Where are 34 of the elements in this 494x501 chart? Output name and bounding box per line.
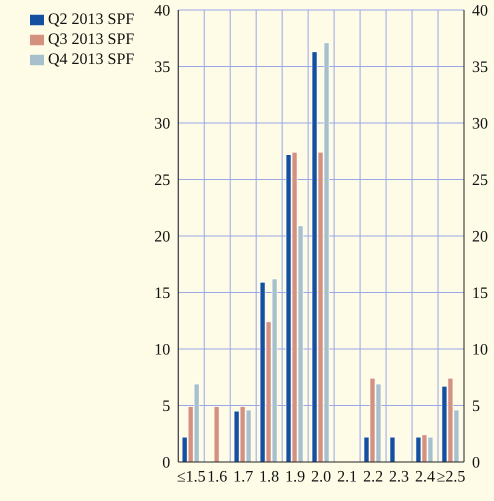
y-tick-label: 35 bbox=[154, 59, 170, 76]
x-tick-label: ≥2.5 bbox=[436, 468, 466, 486]
y-tick-label: 0 bbox=[162, 454, 170, 472]
y2-tick-label: 25 bbox=[472, 172, 488, 190]
x-tick-label: 1.9 bbox=[285, 468, 306, 486]
legend-label: Q2 2013 SPF bbox=[48, 11, 134, 28]
y-tick-label: 5 bbox=[162, 398, 170, 416]
y-tick-label: 10 bbox=[154, 342, 170, 359]
y-tick-label: 30 bbox=[154, 116, 170, 133]
x-tick-label: 1.6 bbox=[207, 468, 228, 486]
y-tick-label: 25 bbox=[154, 172, 170, 190]
x-tick-label: 2.0 bbox=[311, 468, 332, 486]
bar bbox=[214, 406, 220, 462]
x-tick-label: 2.4 bbox=[415, 468, 436, 486]
x-tick-label: 2.3 bbox=[389, 468, 410, 486]
y2-tick-label: 20 bbox=[472, 228, 488, 246]
y2-tick-label: 0 bbox=[472, 454, 480, 472]
x-tick-label: 2.1 bbox=[337, 468, 358, 486]
bar bbox=[390, 436, 396, 462]
legend-label: Q4 2013 SPF bbox=[48, 51, 134, 68]
y2-tick-label: 30 bbox=[472, 116, 488, 133]
y2-tick-label: 5 bbox=[472, 398, 480, 416]
x-tick-label: ≤1.5 bbox=[176, 468, 206, 486]
y2-tick-label: 40 bbox=[472, 2, 488, 20]
y2-tick-label: 35 bbox=[472, 59, 488, 76]
x-tick-label: 1.8 bbox=[259, 468, 280, 486]
x-tick-label: 1.7 bbox=[233, 468, 254, 486]
x-tick-label: 2.2 bbox=[363, 468, 384, 486]
y2-tick-label: 10 bbox=[472, 342, 488, 359]
y-tick-label: 15 bbox=[154, 285, 170, 302]
y-tick-label: 40 bbox=[154, 2, 170, 20]
y2-tick-label: 15 bbox=[472, 285, 488, 302]
y-tick-label: 20 bbox=[154, 228, 170, 246]
legend-label: Q3 2013 SPF bbox=[48, 31, 134, 48]
